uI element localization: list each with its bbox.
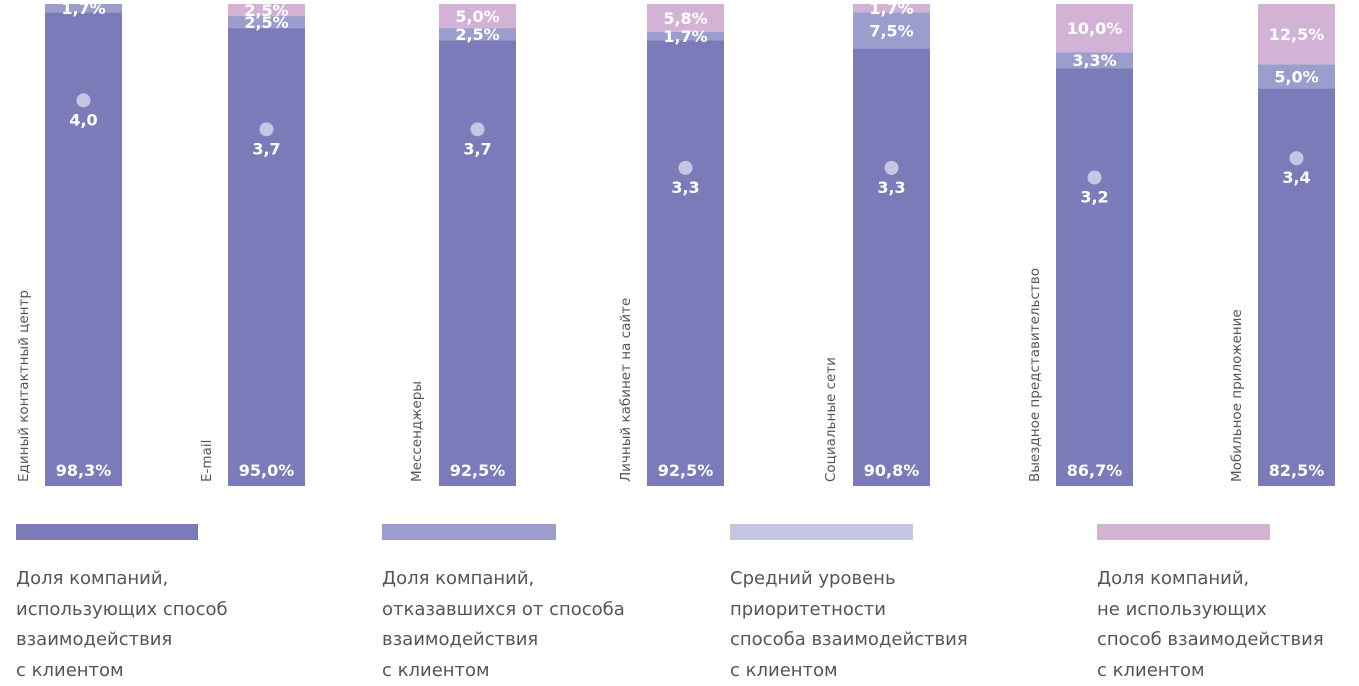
- legend-label-not-using: Доля компаний, не использующих способ вз…: [1097, 568, 1324, 681]
- bar-refused: [45, 4, 122, 13]
- category-label: Мобильное приложение: [1229, 309, 1245, 482]
- category-label: Личный кабинет на сайте: [618, 298, 634, 482]
- bar-not-using: [647, 4, 724, 32]
- priority-dot: [470, 122, 485, 137]
- stacked-bar-chart: 98,3% 1,7% 4,0 Единый контактный центр 95,0%…: [16, 0, 1335, 487]
- bar-refused: [1258, 64, 1335, 89]
- value-label-refused: 2,5%: [244, 13, 288, 32]
- bar-refused: [647, 31, 724, 41]
- priority-dot: [259, 122, 274, 137]
- value-label-refused: 2,5%: [455, 25, 499, 44]
- bar-using: [853, 48, 930, 487]
- category-label: Единый контактный центр: [16, 290, 32, 482]
- category-label: Мессенджеры: [409, 381, 425, 482]
- bar-refused: [439, 28, 516, 41]
- bar-not-using: [228, 4, 305, 17]
- legend-item-not-using: Доля компаний, не использующих способ вз…: [1097, 524, 1324, 686]
- value-label-not-using: 10,0%: [1067, 19, 1123, 38]
- value-label-refused: 1,7%: [663, 27, 707, 46]
- priority-label: 3,7: [463, 139, 491, 158]
- bar-using: [1056, 68, 1133, 486]
- value-label-using: 82,5%: [1269, 461, 1325, 480]
- category-label: Выездное представительство: [1027, 268, 1043, 482]
- legend-label-priority: Средний уровень приоритетности способа в…: [730, 568, 968, 681]
- bar-not-using: [439, 4, 516, 29]
- value-label-refused: 1,7%: [61, 0, 105, 18]
- value-label-using: 86,7%: [1067, 461, 1123, 480]
- value-label-using: 98,3%: [56, 461, 112, 480]
- value-label-not-using: 1,7%: [869, 0, 913, 18]
- priority-label: 4,0: [69, 110, 97, 129]
- bar-refused: [1056, 52, 1133, 69]
- priority-label: 3,7: [252, 139, 280, 158]
- category-label: E-mail: [199, 440, 215, 482]
- value-label-not-using: 2,5%: [244, 1, 288, 20]
- value-label-not-using: 12,5%: [1269, 25, 1325, 44]
- priority-label: 3,3: [671, 178, 699, 197]
- legend-swatch-refused: [382, 524, 556, 540]
- value-label-refused: 7,5%: [869, 21, 913, 40]
- value-label-using: 90,8%: [864, 461, 920, 480]
- value-label-using: 92,5%: [658, 461, 714, 480]
- legend-label-using: Доля компаний, использующих способ взаим…: [16, 568, 228, 681]
- category-label: Социальные сети: [823, 357, 839, 482]
- legend-item-priority: Средний уровень приоритетности способа в…: [730, 524, 968, 686]
- priority-dot: [76, 93, 91, 108]
- value-label-refused: 3,3%: [1072, 51, 1116, 70]
- bar-using: [45, 12, 122, 486]
- legend-item-using: Доля компаний, использующих способ взаим…: [16, 524, 228, 686]
- legend-swatch-priority: [730, 524, 913, 540]
- priority-label: 3,4: [1282, 168, 1310, 187]
- legend-swatch-using: [16, 524, 198, 540]
- legend-swatch-not-using: [1097, 524, 1270, 540]
- legend-item-refused: Доля компаний, отказавшихся от способа в…: [382, 524, 625, 686]
- bar-not-using: [1258, 4, 1335, 65]
- bar-not-using: [1056, 4, 1133, 53]
- priority-dot: [678, 160, 693, 175]
- value-label-not-using: 5,0%: [455, 7, 499, 26]
- value-label-refused: 5,0%: [1274, 67, 1318, 86]
- bar-refused: [853, 12, 930, 49]
- bar-refused: [228, 16, 305, 29]
- priority-dot: [884, 160, 899, 175]
- priority-label: 3,2: [1080, 188, 1108, 207]
- bar-using: [439, 40, 516, 487]
- bar-using: [228, 28, 305, 486]
- bar-using: [1258, 88, 1335, 486]
- bar-not-using: [853, 4, 930, 13]
- value-label-not-using: 5,8%: [663, 9, 707, 28]
- priority-label: 3,3: [877, 178, 905, 197]
- priority-dot: [1087, 170, 1102, 185]
- bar-using: [647, 40, 724, 487]
- value-label-using: 92,5%: [450, 461, 506, 480]
- priority-dot: [1289, 151, 1304, 166]
- legend-label-refused: Доля компаний, отказавшихся от способа в…: [382, 568, 625, 681]
- value-label-using: 95,0%: [239, 461, 295, 480]
